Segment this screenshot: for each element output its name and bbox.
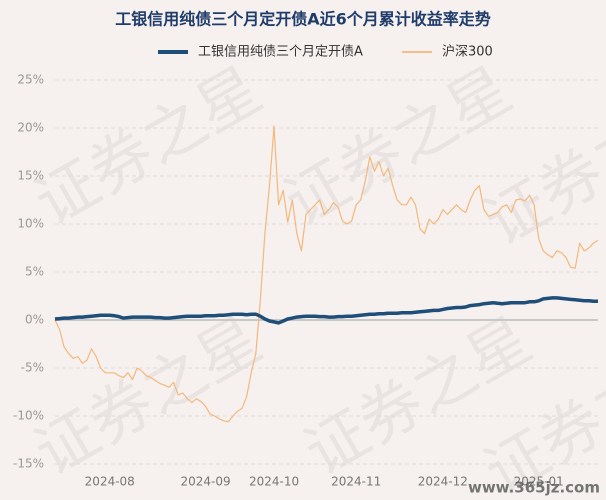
y-tick-label: 15% <box>17 169 44 183</box>
legend-label: 沪深300 <box>442 44 493 60</box>
y-tick-label: -10% <box>13 409 44 423</box>
x-tick-label: 2024-09 <box>181 475 231 489</box>
y-tick-label: 0% <box>25 313 44 327</box>
legend-label: 工银信用纯债三个月定开债A <box>198 45 363 60</box>
x-tick-label: 2025-01 <box>514 475 564 489</box>
series-line <box>54 125 599 423</box>
x-tick-label: 2024-08 <box>85 475 135 489</box>
x-tick-label: 2024-11 <box>331 475 381 489</box>
chart-title: 工银信用纯债三个月定开债A近6个月累计收益率走势 <box>115 10 491 29</box>
y-tick-label: 25% <box>17 73 44 87</box>
y-tick-label: 5% <box>25 265 44 279</box>
series-line <box>54 296 598 325</box>
x-tick-label: 2024-12 <box>418 475 468 489</box>
y-tick-label: -15% <box>13 457 44 471</box>
y-tick-label: -5% <box>21 361 44 375</box>
y-tick-label: 10% <box>17 217 44 231</box>
y-tick-label: 20% <box>17 121 44 135</box>
source-label: www.365jz.com <box>468 479 600 497</box>
x-tick-label: 2024-10 <box>249 475 299 489</box>
